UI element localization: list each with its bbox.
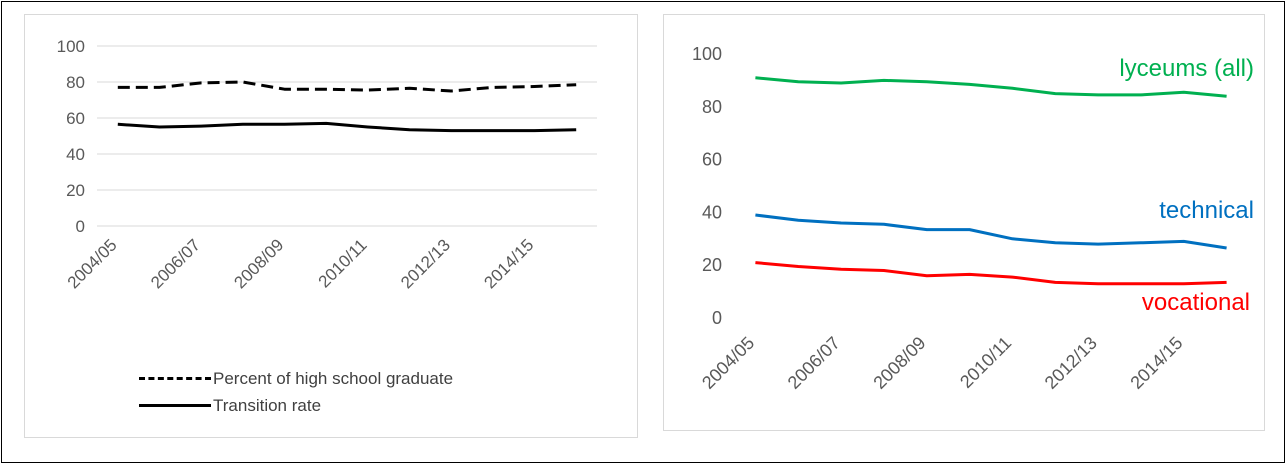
x-tick-label: 2012/13 [1041, 333, 1101, 393]
series-label-lyceums: lyceums (all) [1119, 55, 1254, 82]
series-line-3 [755, 261, 1227, 286]
y-tick-label: 0 [76, 217, 85, 236]
x-tick-label: 2008/09 [869, 333, 929, 393]
x-tick-label: 2010/11 [956, 333, 1015, 392]
series-line-2 [117, 121, 577, 133]
series-line-2 [755, 213, 1227, 250]
y-tick-label: 80 [66, 73, 85, 92]
x-tick-label: 2014/15 [1126, 333, 1186, 393]
x-tick-label: 2014/15 [480, 235, 537, 292]
x-tick-label: 2004/05 [64, 235, 121, 292]
y-tick-label: 40 [66, 145, 85, 164]
chart-left-panel: 0 20 40 60 80 100 2004/05 2006/07 2008/09 2010/11… [24, 14, 638, 438]
legend-label-series-2: Transition rate [213, 395, 322, 415]
y-tick-label: 20 [66, 181, 85, 200]
x-tick-label: 2012/13 [397, 235, 454, 292]
chart-right: 0 20 40 60 80 100 2004/05 2006/07 2008/09 2010/11… [692, 44, 1254, 393]
y-tick-label: 20 [702, 255, 722, 275]
series-line-1 [117, 80, 577, 93]
series-label-technical: technical [1159, 197, 1254, 224]
series-label-vocational: vocational [1142, 289, 1250, 316]
y-tick-label: 40 [702, 202, 722, 222]
legend-label-series-1: Percent of high school graduate [213, 368, 454, 388]
chart-left: 0 20 40 60 80 100 2004/05 2006/07 2008/09 2010/11… [57, 37, 597, 292]
x-tick-label: 2004/05 [698, 333, 758, 393]
legend-item-series-1: Percent of high school graduate [139, 365, 453, 392]
legend-swatch-dashed [139, 377, 211, 380]
legend-item-series-2: Transition rate [139, 392, 453, 419]
x-tick-label: 2006/07 [147, 235, 204, 292]
x-tick-label: 2010/11 [315, 235, 371, 291]
legend-left: Percent of high school graduate Transiti… [139, 365, 453, 419]
y-tick-label: 60 [702, 150, 722, 170]
chart-right-panel: 0 20 40 60 80 100 2004/05 2006/07 2008/09 2010/11… [663, 14, 1265, 431]
y-tick-label: 100 [57, 37, 85, 56]
series-line-1 [755, 76, 1227, 98]
y-tick-label: 0 [712, 308, 722, 328]
legend-swatch-solid [139, 404, 211, 407]
y-tick-label: 80 [702, 97, 722, 117]
y-tick-label: 60 [66, 109, 85, 128]
y-tick-label: 100 [692, 44, 722, 64]
x-tick-label: 2008/09 [230, 235, 287, 292]
x-tick-label: 2006/07 [784, 333, 844, 393]
